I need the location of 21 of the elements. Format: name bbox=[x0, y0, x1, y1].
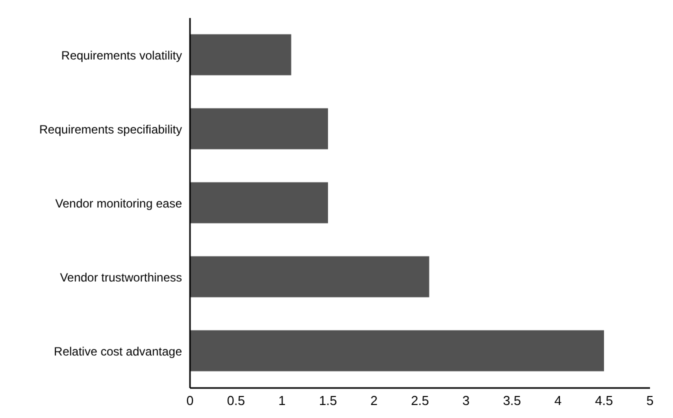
x-tick-label: 5 bbox=[646, 393, 654, 408]
x-tick-label: 2.5 bbox=[410, 393, 430, 408]
y-tick-label: Vendor trustworthiness bbox=[60, 270, 182, 284]
x-tick-label: 4 bbox=[554, 393, 562, 408]
y-tick-label: Vendor monitoring ease bbox=[55, 196, 182, 210]
x-tick-label: 1 bbox=[278, 393, 286, 408]
x-tick-label: 3.5 bbox=[502, 393, 522, 408]
x-tick-label: 4.5 bbox=[594, 393, 614, 408]
y-tick-label: Requirements specifiability bbox=[39, 122, 182, 136]
bar bbox=[190, 330, 604, 372]
bar bbox=[190, 182, 328, 224]
bar bbox=[190, 34, 292, 76]
x-tick-label: 0 bbox=[186, 393, 194, 408]
y-tick-label: Relative cost advantage bbox=[54, 344, 182, 358]
x-tick-label: 0.5 bbox=[226, 393, 246, 408]
x-tick-label: 3 bbox=[462, 393, 470, 408]
y-tick-label: Requirements volatility bbox=[61, 48, 182, 62]
bar bbox=[190, 108, 328, 150]
x-tick-label: 1.5 bbox=[318, 393, 338, 408]
bar bbox=[190, 256, 430, 298]
x-tick-label: 2 bbox=[370, 393, 378, 408]
